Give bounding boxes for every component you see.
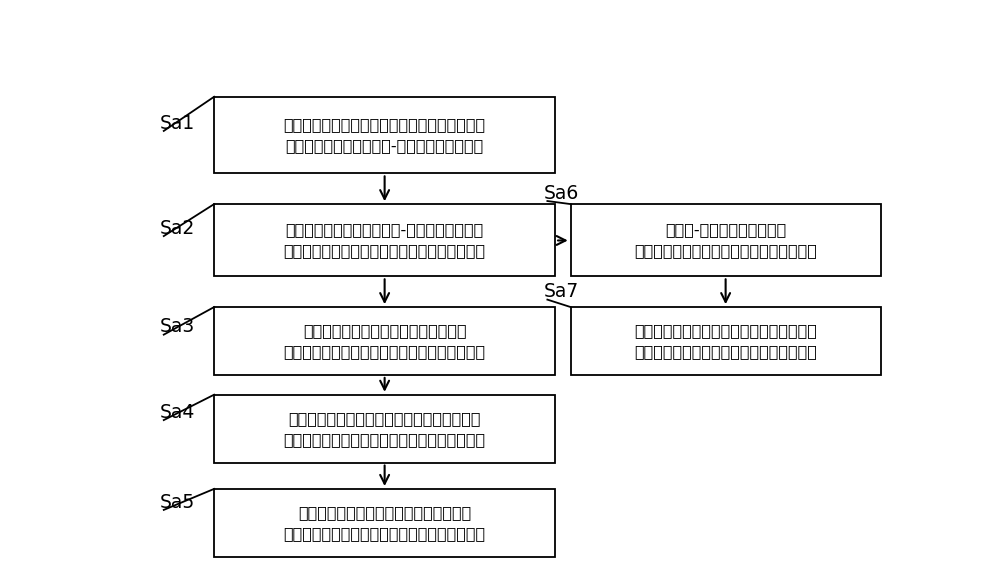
Text: Sa2: Sa2 [160, 218, 195, 238]
Text: 实验参数一致、颟粒浓度增大对冲蚀效率无影响: 实验参数一致、颟粒浓度增大对冲蚀效率无影响 [284, 117, 486, 132]
Text: 子撑击-反弹速度和角度信息: 子撑击-反弹速度和角度信息 [665, 222, 786, 237]
Text: 射角度、不同气流温度工况下靶材稳态冲蚀率: 射角度、不同气流温度工况下靶材稳态冲蚀率 [288, 411, 481, 426]
Text: Sa1: Sa1 [160, 114, 195, 133]
FancyBboxPatch shape [214, 97, 555, 174]
Text: 加速冲蚀实验准备：颟粒-靶材系统一致、冲蚀: 加速冲蚀实验准备：颟粒-靶材系统一致、冲蚀 [286, 138, 484, 153]
Text: 离统计，拟合建立粒子速度恢复系数表达式: 离统计，拟合建立粒子速度恢复系数表达式 [634, 323, 817, 338]
Text: 粒子反弹试验数据处理：入射、反弹信息分: 粒子反弹试验数据处理：入射、反弹信息分 [634, 344, 817, 359]
FancyBboxPatch shape [571, 204, 881, 277]
Text: Sa6: Sa6 [544, 184, 579, 203]
Text: 建立材料冲蚀率与冲蚀实验参数的关系式: 建立材料冲蚀率与冲蚀实验参数的关系式 [298, 505, 471, 520]
Text: 加速冲蚀实验过程：依次开展不同颟粒速度、不: 加速冲蚀实验过程：依次开展不同颟粒速度、不 [284, 344, 486, 359]
Text: Sa5: Sa5 [160, 493, 195, 512]
FancyBboxPatch shape [214, 204, 555, 277]
Text: 粒子反弹试验结果：获得不同试验工况下粒: 粒子反弹试验结果：获得不同试验工况下粒 [634, 244, 817, 258]
Text: 角度、气流温度下粒子撑击-反弹特性进行测试: 角度、气流温度下粒子撑击-反弹特性进行测试 [286, 222, 484, 237]
Text: 同入射角度、不同气流温度下冲蚀实验: 同入射角度、不同气流温度下冲蚀实验 [303, 323, 466, 338]
Text: 加速冲蚀实验工况标定：对不同气流速度、入射: 加速冲蚀实验工况标定：对不同气流速度、入射 [284, 244, 486, 258]
FancyBboxPatch shape [214, 489, 555, 557]
FancyBboxPatch shape [214, 307, 555, 375]
FancyBboxPatch shape [214, 395, 555, 463]
Text: Sa4: Sa4 [160, 403, 195, 422]
Text: Sa3: Sa3 [160, 318, 195, 336]
Text: Sa7: Sa7 [544, 282, 579, 301]
Text: 加速冲蚀实验数据处理：通过多元最小二乘拟合: 加速冲蚀实验数据处理：通过多元最小二乘拟合 [284, 526, 486, 541]
FancyBboxPatch shape [571, 307, 881, 375]
Text: 加速冲蚀实验结果：获得不同颟粒速度、不同入: 加速冲蚀实验结果：获得不同颟粒速度、不同入 [284, 432, 486, 447]
